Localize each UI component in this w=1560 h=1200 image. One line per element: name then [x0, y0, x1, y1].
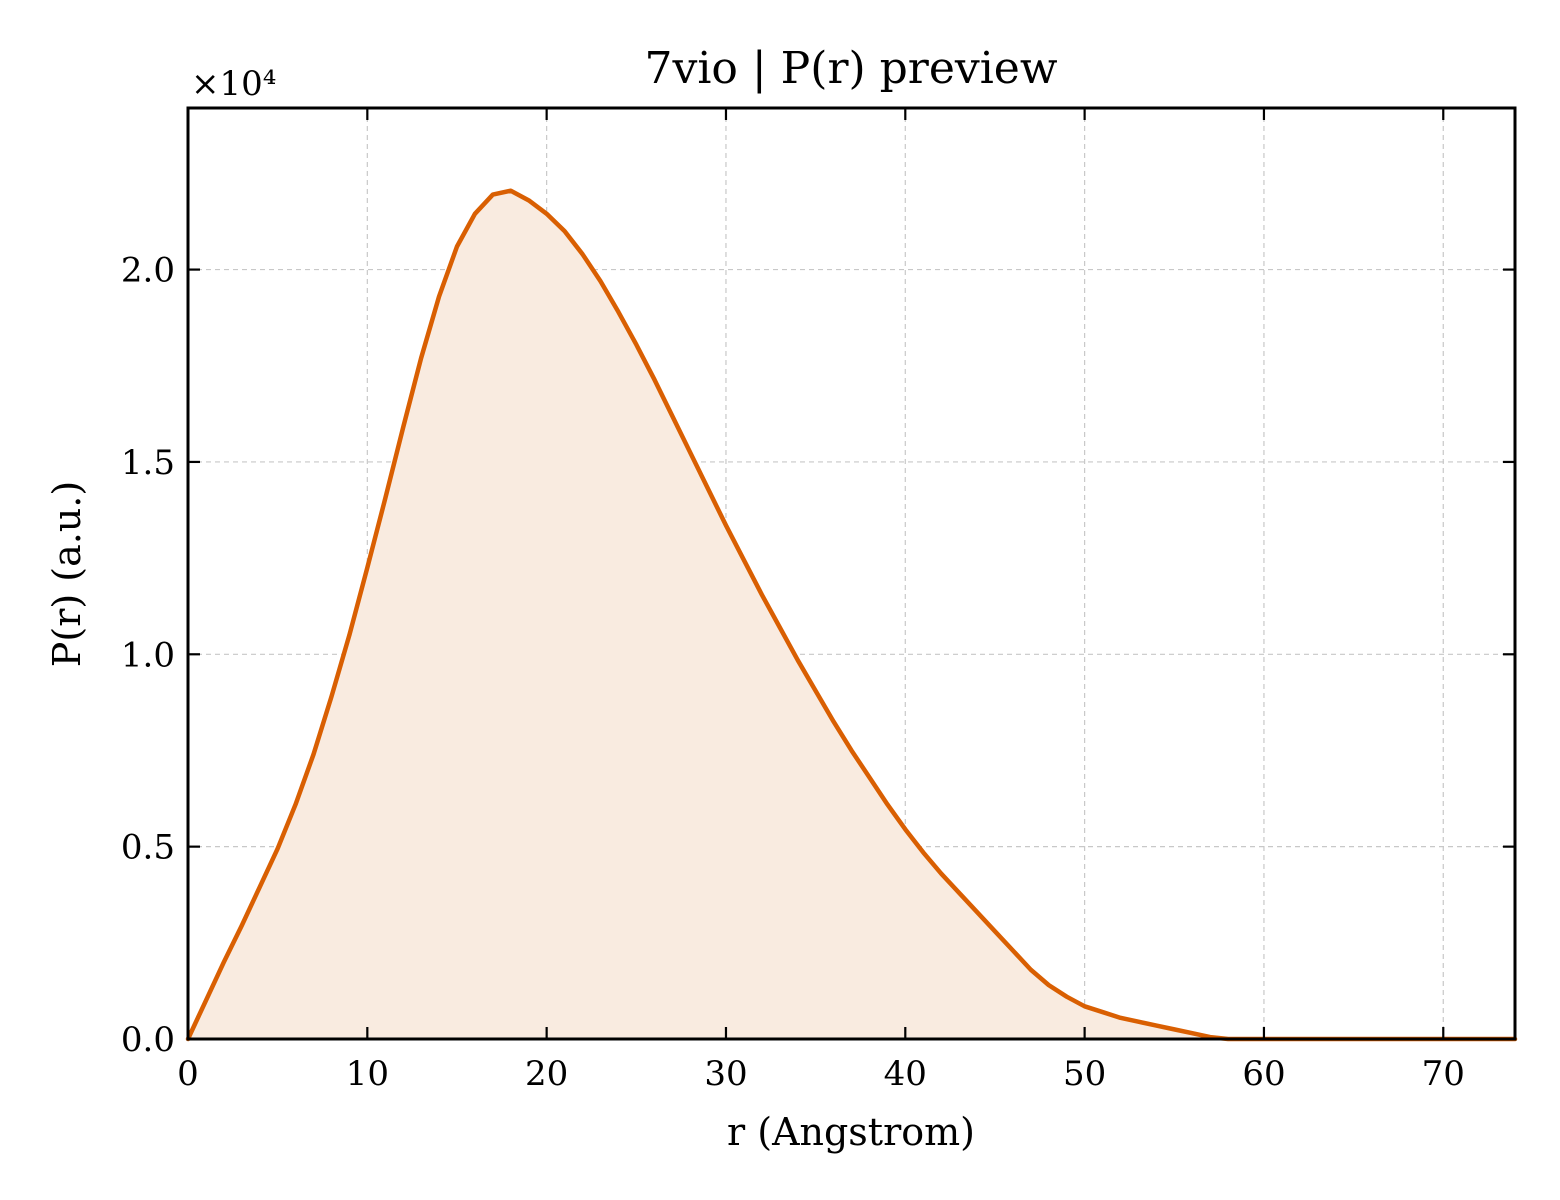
y-offset-label: ×10⁴ — [191, 64, 276, 104]
x-tick-label: 20 — [525, 1054, 568, 1094]
plot-frame — [186, 106, 1517, 1041]
x-tick-label: 40 — [884, 1054, 927, 1094]
x-tick-label: 60 — [1242, 1054, 1285, 1094]
x-tick-label: 10 — [346, 1054, 389, 1094]
series-area-fill — [188, 190, 1515, 1039]
y-tick-label: 1.0 — [121, 635, 175, 675]
chart-title: 7vio | P(r) preview — [644, 43, 1057, 94]
y-tick-label: 1.5 — [121, 443, 175, 483]
y-tick-label: 0.0 — [121, 1020, 175, 1060]
y-tick-label: 2.0 — [121, 251, 175, 291]
x-axis-label: r (Angstrom) — [727, 1110, 975, 1154]
y-axis-label: P(r) (a.u.) — [45, 481, 89, 667]
x-tick-label: 0 — [177, 1054, 199, 1094]
x-tick-label: 50 — [1063, 1054, 1106, 1094]
x-tick-label: 70 — [1422, 1054, 1465, 1094]
y-tick-label: 0.5 — [121, 828, 175, 868]
axis-ticks: 0 10 20 30 40 50 60 70 0.0 0.5 1.0 1.5 2.0 — [121, 108, 1515, 1094]
x-tick-label: 30 — [704, 1054, 747, 1094]
